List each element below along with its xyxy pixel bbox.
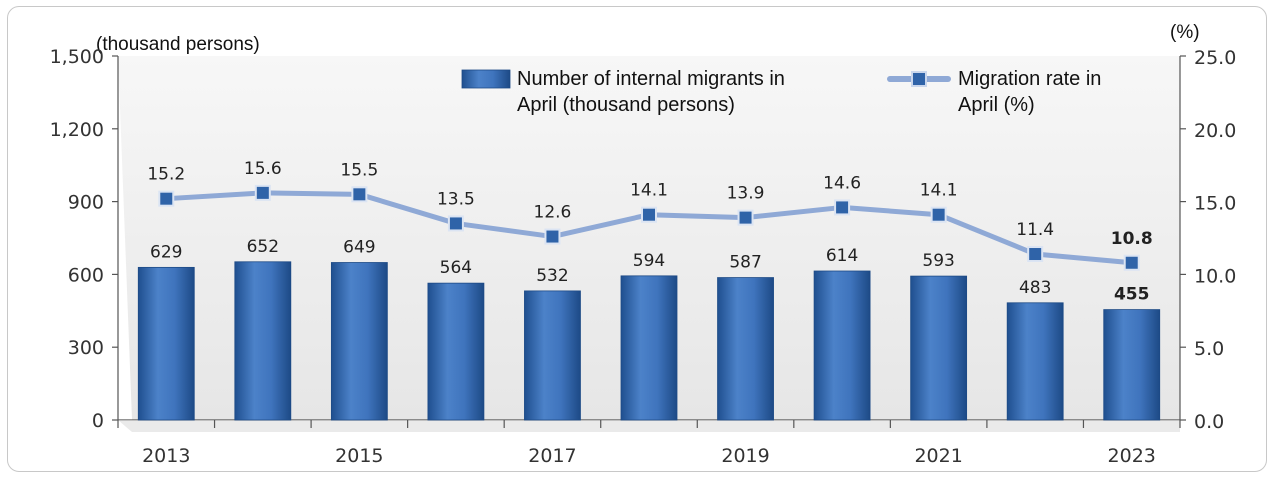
bar <box>1103 309 1161 421</box>
x-tick-label: 2013 <box>142 445 190 467</box>
rate-value-label: 14.1 <box>920 181 958 201</box>
rate-value-label: 15.5 <box>340 160 378 180</box>
rate-marker <box>737 209 754 226</box>
rate-value-label: 13.5 <box>437 189 475 209</box>
rate-value-label: 14.1 <box>630 181 668 201</box>
bar <box>910 275 968 421</box>
right-tick-label: 10.0 <box>1194 265 1236 287</box>
bar-value-label: 593 <box>922 251 954 271</box>
left-tick-label: 0 <box>92 410 104 432</box>
bar <box>427 282 485 421</box>
bar-value-label: 532 <box>536 266 568 286</box>
rate-value-label: 12.6 <box>534 203 572 223</box>
rate-marker <box>254 184 271 201</box>
bar <box>620 275 678 421</box>
bar-series: 629 652 649 564 532 594 587 614 593 483 455 <box>137 237 1161 421</box>
bar <box>717 277 774 421</box>
bar <box>813 270 871 421</box>
rate-marker <box>158 190 175 207</box>
bar-value-label: 455 <box>1114 285 1150 305</box>
x-tick-label: 2023 <box>1108 445 1156 467</box>
bar <box>330 262 388 421</box>
bar-value-label: 594 <box>633 251 665 271</box>
rate-marker <box>447 215 464 232</box>
bar <box>524 290 581 421</box>
right-axis-unit-label: (%) <box>1170 22 1200 43</box>
legend-line-label-line2: April (%) <box>958 94 1035 116</box>
rate-value-label: 11.4 <box>1016 220 1054 240</box>
legend: Number of internal migrants in April (th… <box>461 68 1101 116</box>
left-axis-unit-label: (thousand persons) <box>96 34 260 55</box>
x-tick-label: 2017 <box>528 445 576 467</box>
left-tick-label: 900 <box>68 192 104 214</box>
left-tick-label: 600 <box>68 264 104 286</box>
bar <box>234 261 292 421</box>
rate-value-label: 15.6 <box>244 159 282 179</box>
rate-marker <box>641 206 657 223</box>
left-tick-label: 300 <box>68 337 104 359</box>
bar-value-label: 587 <box>729 253 761 273</box>
right-tick-label: 0.0 <box>1194 411 1224 433</box>
rate-value-label: 14.6 <box>823 173 861 193</box>
rate-marker <box>351 186 368 203</box>
rate-marker <box>544 228 561 245</box>
legend-line-label-line1: Migration rate in <box>958 68 1101 90</box>
left-tick-label: 1,500 <box>50 46 104 68</box>
bar-value-label: 652 <box>247 237 279 257</box>
bar <box>137 266 195 421</box>
rate-marker <box>1027 246 1044 263</box>
bar-value-label: 614 <box>826 246 858 266</box>
legend-bar-label-line1: Number of internal migrants in <box>517 68 785 90</box>
bar-value-label: 649 <box>343 238 375 258</box>
legend-line-marker <box>911 71 927 87</box>
rate-value-label: 10.8 <box>1111 229 1153 249</box>
rate-value-label: 13.9 <box>727 184 765 204</box>
rate-marker <box>930 206 947 223</box>
plot-floor <box>118 420 1180 432</box>
left-tick-label: 1,200 <box>50 119 104 141</box>
rate-marker <box>1123 254 1140 271</box>
line-series: 15.2 15.6 15.5 13.5 12.6 14.1 13.9 14.6 14.1 11.4… <box>147 159 1153 271</box>
legend-bar-swatch <box>461 69 511 89</box>
rate-value-label: 15.2 <box>147 165 185 185</box>
right-axis-ticks: 0.0 5.0 10.0 15.0 20.0 25.0 <box>1180 47 1236 433</box>
bar-value-label: 483 <box>1019 278 1051 298</box>
bar-value-label: 564 <box>440 258 472 278</box>
right-tick-label: 5.0 <box>1194 338 1224 360</box>
x-axis-ticks: 2013 2015 2017 2019 2021 2023 <box>117 420 1181 467</box>
right-tick-label: 25.0 <box>1194 47 1236 69</box>
x-tick-label: 2021 <box>914 445 962 467</box>
bar-value-label: 629 <box>150 242 182 262</box>
right-tick-label: 20.0 <box>1194 120 1236 142</box>
left-axis-ticks: 0 300 600 900 1,200 1,500 <box>50 46 118 432</box>
rate-marker <box>834 199 851 216</box>
right-tick-label: 15.0 <box>1194 193 1236 215</box>
x-tick-label: 2015 <box>335 445 383 467</box>
x-tick-label: 2019 <box>721 445 769 467</box>
legend-bar-label-line2: April (thousand persons) <box>517 94 735 116</box>
bar <box>1006 302 1064 421</box>
